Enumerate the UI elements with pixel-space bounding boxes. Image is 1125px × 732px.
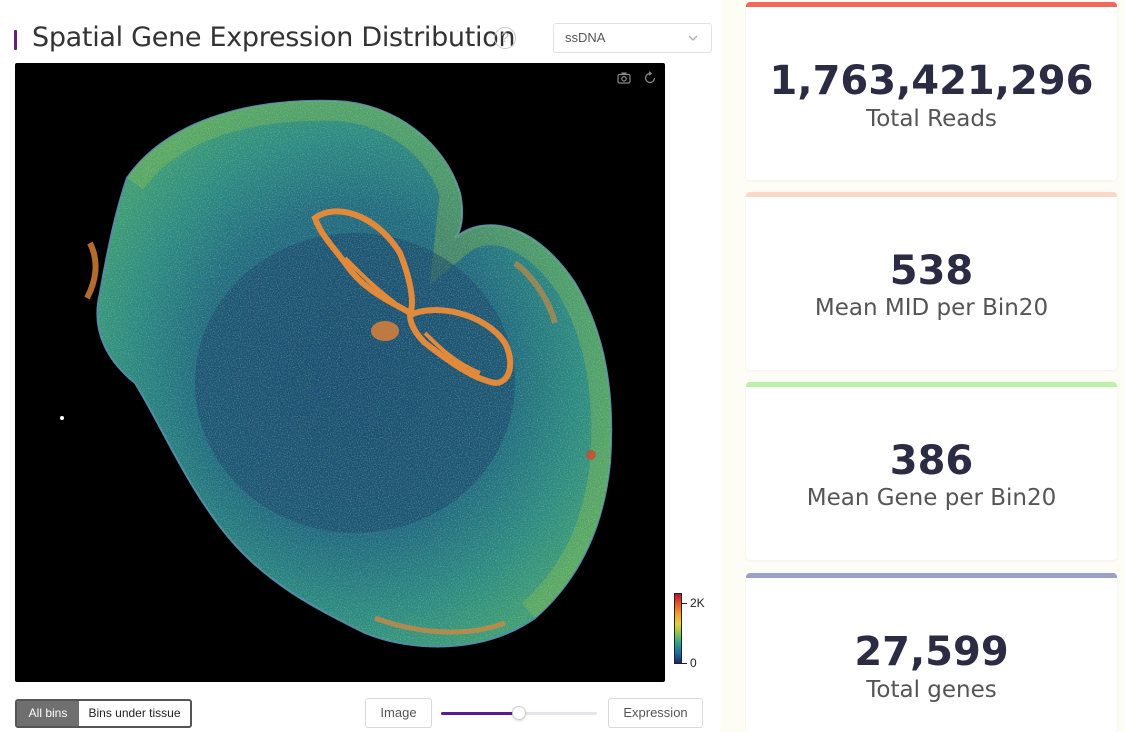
stat-card-total-reads: 1,763,421,296 Total Reads: [746, 2, 1117, 180]
stat-card-mean-mid: 538 Mean MID per Bin20: [746, 192, 1117, 370]
stat-card-accent: [746, 2, 1117, 7]
stat-card-accent: [746, 382, 1117, 387]
stat-label: Mean MID per Bin20: [814, 295, 1049, 321]
bins-under-tissue-button[interactable]: Bins under tissue: [88, 706, 181, 720]
question-circle-icon[interactable]: ?: [494, 27, 516, 49]
expression-colorbar: 2K 0: [666, 590, 722, 670]
stat-value: 386: [889, 438, 974, 484]
stat-value: 27,599: [854, 629, 1009, 675]
stat-value: 538: [889, 248, 974, 294]
colorbar-tick-min: [682, 663, 687, 664]
blend-slider-thumb[interactable]: [512, 706, 526, 720]
stat-card-accent: [746, 573, 1117, 578]
chevron-down-icon: [688, 35, 698, 41]
stat-label: Total genes: [866, 677, 997, 703]
spatial-heatmap-canvas[interactable]: [15, 63, 665, 682]
spatial-panel: Spatial Gene Expression Distribution ? s…: [14, 22, 722, 728]
image-button[interactable]: Image: [365, 698, 432, 728]
stat-card-mean-gene: 386 Mean Gene per Bin20: [746, 382, 1117, 560]
colorbar-min-label: 0: [690, 656, 697, 670]
title-accent-bar: [14, 30, 17, 50]
colorbar-gradient: [674, 593, 682, 664]
stat-card-total-genes: 27,599 Total genes: [746, 573, 1117, 732]
all-bins-button[interactable]: All bins: [17, 701, 79, 726]
camera-icon[interactable]: [617, 71, 631, 85]
image-type-select-value: ssDNA: [565, 30, 606, 45]
blend-slider-fill: [441, 712, 519, 715]
bin-filter-toggle: All bins Bins under tissue: [15, 699, 192, 728]
reset-icon[interactable]: [643, 71, 657, 85]
colorbar-max-label: 2K: [690, 596, 705, 610]
tissue-expression-image: [60, 99, 613, 648]
image-type-select[interactable]: ssDNA: [553, 23, 712, 53]
stat-label: Mean Gene per Bin20: [806, 485, 1057, 511]
colorbar-tick-max: [682, 603, 687, 604]
stat-label: Total Reads: [866, 106, 997, 132]
page-title: Spatial Gene Expression Distribution: [32, 22, 516, 53]
stat-card-accent: [746, 192, 1117, 197]
stat-value: 1,763,421,296: [769, 58, 1094, 104]
hippocampus-lower: [406, 307, 514, 387]
expression-button[interactable]: Expression: [608, 698, 703, 728]
